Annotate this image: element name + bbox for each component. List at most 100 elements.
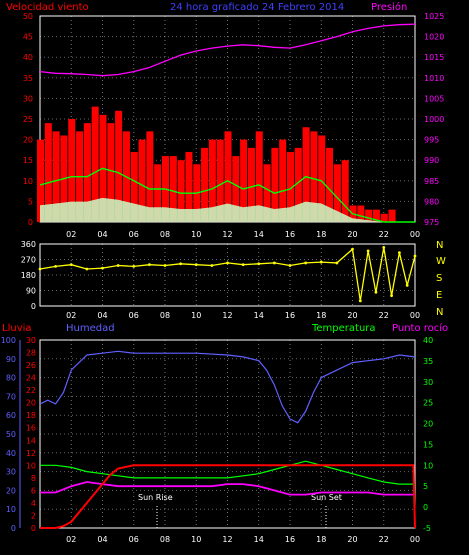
pressure-y-tick: 975 xyxy=(424,218,439,227)
rain-line xyxy=(40,464,416,529)
wind-y-tick: 25 xyxy=(23,115,33,124)
wind-calm-fill xyxy=(40,197,415,222)
wind-gust-bar xyxy=(232,156,240,222)
wind-gust-bar xyxy=(44,123,52,222)
dir-y-tick: 180 xyxy=(21,271,36,280)
dir-y-tick: 0 xyxy=(31,302,36,311)
wind-panel-x-tick: 12 xyxy=(222,230,232,239)
wind-y-tick: 10 xyxy=(23,177,33,186)
wind-gust-bar xyxy=(138,139,146,222)
pressure-y-tick: 1020 xyxy=(424,33,444,42)
wind-direction-point xyxy=(226,261,229,265)
humidity-y-tick: 100 xyxy=(1,336,16,345)
dir-panel-x-tick: 06 xyxy=(129,311,139,320)
wind-direction-point xyxy=(319,260,323,264)
dir-panel-x-tick: 16 xyxy=(285,311,295,320)
temperature-y-tick: 0 xyxy=(423,503,428,512)
temperature-y-tick: 30 xyxy=(423,378,433,387)
wind-y-tick: 45 xyxy=(23,33,33,42)
climate-panel-x-tick: 20 xyxy=(347,535,357,544)
dir-label-e: E xyxy=(436,290,442,301)
climate-panel-x-tick: 06 xyxy=(129,535,139,544)
dir-panel-x-tick: 20 xyxy=(347,311,357,320)
humidity-y-tick: 40 xyxy=(6,449,16,458)
dir-panel-x-tick: 22 xyxy=(379,311,389,320)
dir-label-n-bottom: N xyxy=(436,307,443,318)
wind-gust-bar xyxy=(326,147,334,222)
wind-panel-x-tick: 06 xyxy=(129,230,139,239)
wind-direction-point xyxy=(390,294,393,298)
wind-gust-bar xyxy=(107,123,115,222)
rain-y-tick: 2 xyxy=(31,511,36,520)
pressure-label: Presión xyxy=(371,1,407,13)
dir-label-w: W xyxy=(436,256,446,267)
wind-direction-point xyxy=(116,264,120,267)
wind-gust-bar xyxy=(154,164,162,222)
wind-gust-bar xyxy=(240,139,248,222)
rain-y-tick: 6 xyxy=(31,486,36,495)
wind-panel-x-tick: 00 xyxy=(410,230,420,239)
wind-direction-point xyxy=(413,254,417,258)
rain-y-tick: 14 xyxy=(26,436,36,445)
pressure-y-tick: 1005 xyxy=(424,94,444,103)
wind-direction-point xyxy=(366,249,370,253)
dir-panel-x-tick: 08 xyxy=(160,311,170,320)
wind-y-tick: 40 xyxy=(23,53,33,62)
climate-panel-x-tick: 04 xyxy=(97,535,107,544)
chart-title: 24 hora graficado 24 Febrero 2014 xyxy=(170,2,344,13)
wind-direction-point xyxy=(85,267,89,271)
humidity-y-tick: 60 xyxy=(6,411,16,420)
wind-gust-bar xyxy=(68,119,76,222)
wind-gust-bar xyxy=(146,131,154,222)
rain-y-tick: 22 xyxy=(26,386,36,395)
wind-direction-point xyxy=(210,264,214,267)
wind-gust-bar xyxy=(37,139,44,222)
wind-gust-bar xyxy=(333,164,341,222)
wind-y-tick: 30 xyxy=(23,94,33,103)
climate-panel-x-tick: 14 xyxy=(254,535,264,544)
pressure-y-tick: 1015 xyxy=(424,53,444,62)
climate-panel-x-tick: 16 xyxy=(285,535,295,544)
wind-direction-point xyxy=(69,263,73,267)
wind-direction-point xyxy=(147,263,151,267)
wind-gust-bar xyxy=(318,135,326,222)
dir-panel-x-tick: 10 xyxy=(191,311,201,320)
humidity-line xyxy=(39,350,416,424)
wind-gust-bar xyxy=(365,209,373,222)
wind-gust-bar xyxy=(271,147,279,222)
wind-gust-bar xyxy=(216,139,224,222)
wind-direction-point xyxy=(358,299,362,303)
pressure-y-tick: 1010 xyxy=(424,74,444,83)
rain-y-tick: 16 xyxy=(26,424,36,433)
dir-panel-x-tick: 04 xyxy=(97,311,107,320)
temperature-y-tick: 15 xyxy=(423,440,433,449)
sunset-label: Sun Set xyxy=(311,493,342,502)
wind-y-tick: 0 xyxy=(28,218,33,227)
rain-y-tick: 24 xyxy=(26,374,36,383)
wind-gust-bar xyxy=(177,160,185,222)
wind-direction-point xyxy=(351,247,354,251)
wind-panel-x-tick: 08 xyxy=(160,230,170,239)
wind-direction-point xyxy=(241,263,245,267)
wind-direction-point xyxy=(101,266,104,270)
wind-direction-point xyxy=(272,261,276,265)
humidity-y-tick: 70 xyxy=(6,392,16,401)
wind-y-tick: 50 xyxy=(23,12,33,21)
wind-direction-point xyxy=(304,261,308,265)
wind-y-tick: 20 xyxy=(23,136,33,145)
wind-gust-bar xyxy=(380,213,388,222)
dir-panel-x-tick: 00 xyxy=(410,311,420,320)
humidity-y-tick: 20 xyxy=(6,486,16,495)
dir-panel-x-tick: 18 xyxy=(316,311,326,320)
climate-panel-x-tick: 22 xyxy=(379,535,389,544)
pressure-y-tick: 980 xyxy=(424,197,439,206)
wind-gust-bar xyxy=(302,127,310,222)
humidity-y-tick: 80 xyxy=(6,374,16,383)
wind-direction-point xyxy=(405,283,409,287)
climate-panel-x-tick: 12 xyxy=(222,535,232,544)
humidity-y-tick: 0 xyxy=(11,524,16,533)
wind-y-tick: 35 xyxy=(23,74,33,83)
rain-y-tick: 4 xyxy=(31,499,36,508)
wind-gust-bar xyxy=(224,131,232,222)
